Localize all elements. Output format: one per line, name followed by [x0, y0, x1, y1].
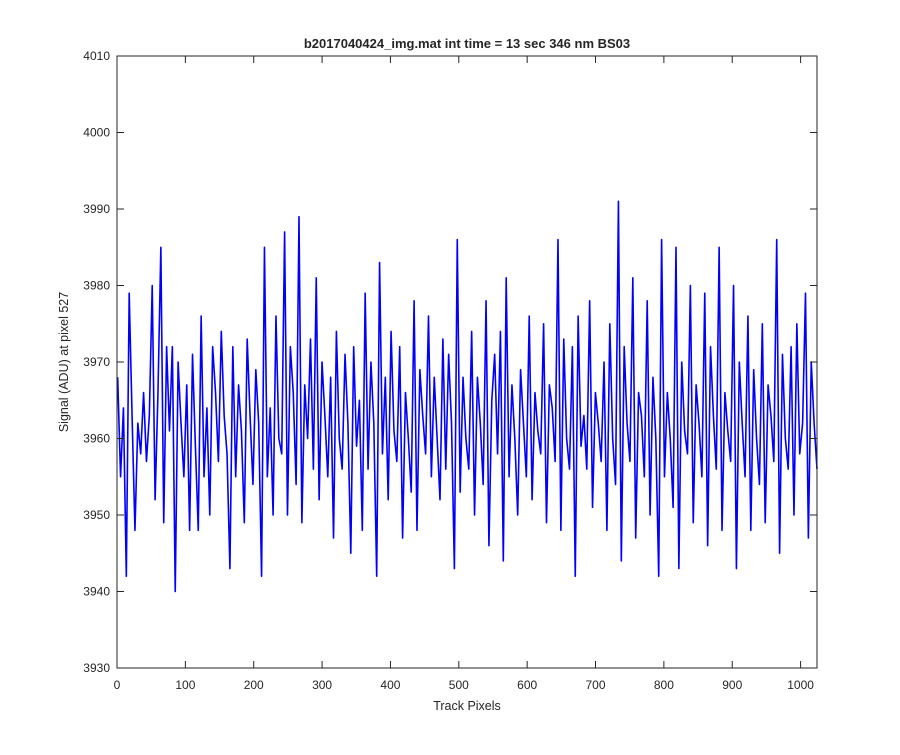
y-tick-label: 3940 [83, 585, 110, 599]
series-line [116, 200, 818, 593]
chart-title: b2017040424_img.mat int time = 13 sec 34… [304, 36, 630, 51]
y-tick-label: 3950 [83, 508, 110, 522]
x-tick-label: 1000 [787, 678, 814, 692]
y-tick-label: 3970 [83, 355, 110, 369]
y-tick-label: 3980 [83, 279, 110, 293]
x-tick-label: 500 [449, 678, 469, 692]
x-tick-label: 200 [244, 678, 264, 692]
y-tick-label: 3990 [83, 202, 110, 216]
y-tick-label: 4000 [83, 126, 110, 140]
y-axis-ticks: 3930 3940 3950 3960 3970 3980 3990 4000 4010 [83, 49, 817, 675]
x-axis-ticks: 0 100 200 300 400 500 600 700 800 900 1000 [114, 56, 814, 692]
x-axis-title: Track Pixels [433, 699, 501, 713]
x-tick-label: 800 [654, 678, 674, 692]
y-tick-label: 3930 [83, 661, 110, 675]
x-tick-label: 400 [380, 678, 400, 692]
x-tick-label: 300 [312, 678, 332, 692]
x-tick-label: 100 [175, 678, 195, 692]
x-tick-label: 600 [517, 678, 537, 692]
x-tick-label: 0 [114, 678, 121, 692]
y-tick-label: 4010 [83, 49, 110, 63]
x-tick-label: 700 [586, 678, 606, 692]
x-tick-label: 900 [722, 678, 742, 692]
y-axis-title: Signal (ADU) at pixel 527 [57, 292, 71, 432]
series-layer [116, 200, 818, 593]
y-tick-label: 3960 [83, 432, 110, 446]
